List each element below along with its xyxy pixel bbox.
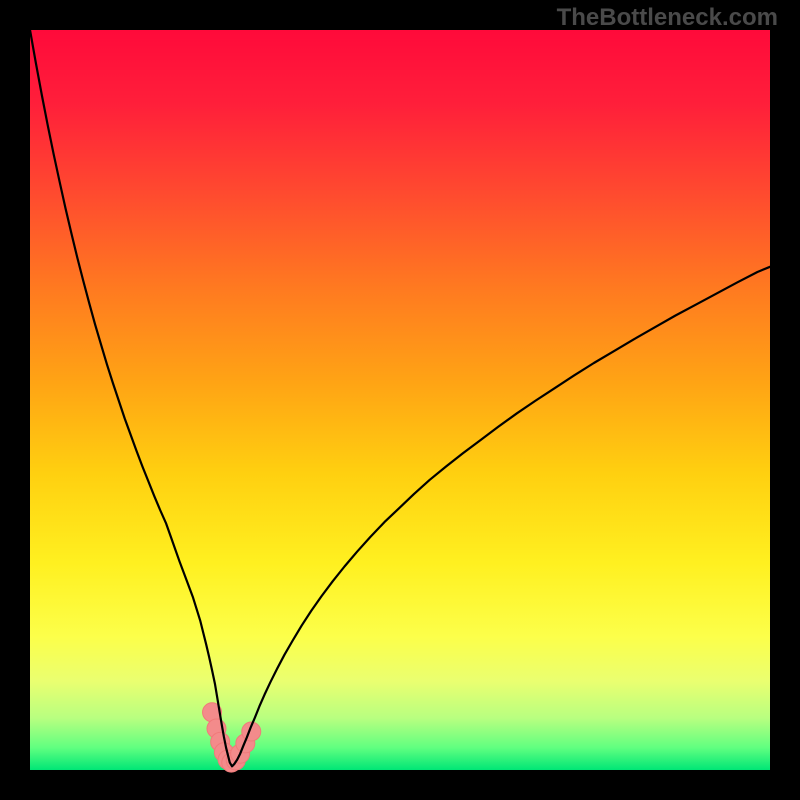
chart-frame — [0, 0, 800, 800]
bottleneck-curve — [30, 30, 770, 770]
watermark-label: TheBottleneck.com — [557, 4, 778, 32]
dip-markers — [203, 703, 261, 772]
curve-path — [30, 30, 770, 766]
